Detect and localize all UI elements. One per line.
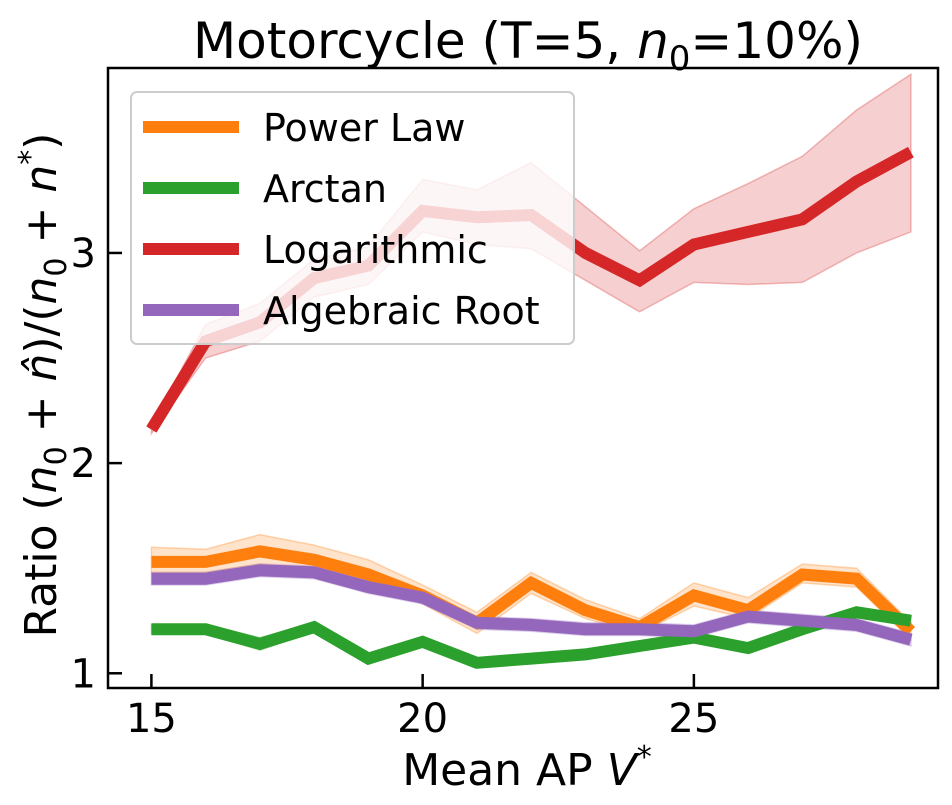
x-tick-label: 25 (668, 696, 719, 742)
series-line-arctan (151, 606, 912, 669)
series-line-power-law (151, 545, 916, 636)
legend: Power Law Arctan Logarithmic Algebraic Root (130, 91, 575, 345)
y-tick-label: 2 (71, 441, 96, 487)
plot-area (146, 72, 916, 669)
chart-title: Motorcycle (T=5, n0=10%) (193, 12, 863, 79)
y-tick-label: 1 (71, 651, 96, 697)
plot-frame (106, 66, 940, 690)
legend-box (130, 91, 575, 345)
legend-label: Arctan (263, 167, 387, 211)
legend-label: Logarithmic (263, 228, 488, 272)
series-line-algebraic-root (151, 564, 913, 646)
y-axis-label: Ratio (n0 + n̂)/(n0 + n*) (13, 133, 74, 638)
axes: 15 20 25 1 2 3 (71, 66, 940, 742)
legend-label: Algebraic Root (263, 289, 540, 333)
x-tick-label: 20 (397, 696, 448, 742)
y-tick-label: 3 (71, 231, 96, 277)
x-axis-label: Mean AP V* (402, 740, 652, 796)
x-tick-label: 15 (126, 696, 177, 742)
legend-label: Power Law (263, 106, 466, 150)
